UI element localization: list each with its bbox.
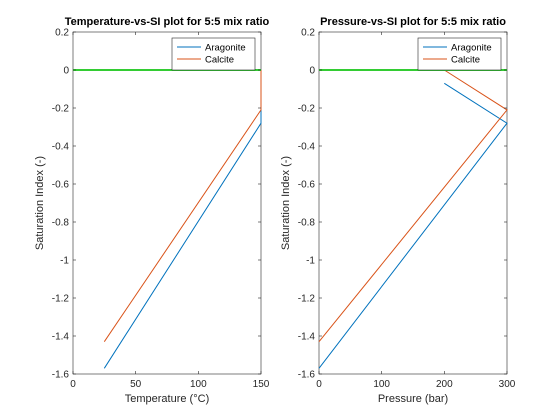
x-tick-label: 50 <box>130 379 142 390</box>
y-tick-label: -0.4 <box>52 142 70 153</box>
y-tick-label: -1.4 <box>298 332 316 343</box>
legend-label-calcite: Calcite <box>451 55 480 66</box>
x-tick-label: 200 <box>436 379 453 390</box>
plot-area <box>318 31 508 375</box>
y-tick-label: -0.8 <box>298 218 316 229</box>
series-line-calcite <box>318 69 508 343</box>
x-tick-label: 0 <box>316 379 322 390</box>
x-tick-label: 100 <box>373 379 390 390</box>
y-tick-label: 0 <box>63 66 69 77</box>
x-tick-label: 100 <box>190 379 207 390</box>
chart-panel-2: 0 100 200 300 0.2 0 -0.2 -0.4 -0.6 -0.8 -1 -1.2 -1.4… <box>280 16 516 405</box>
series-line-calcite <box>103 70 262 342</box>
y-tick-label: 0.2 <box>301 28 315 39</box>
x-axis-label: Temperature (°C) <box>125 393 209 405</box>
x-tick-label: 300 <box>499 379 516 390</box>
y-tick-label: -1 <box>306 256 315 267</box>
x-axis-label: Pressure (bar) <box>378 393 448 405</box>
y-tick-label: -1.6 <box>298 370 316 381</box>
series-line-aragonite <box>318 82 508 369</box>
y-tick-label: -0.6 <box>52 180 70 191</box>
chart-title: Pressure-vs-SI plot for 5:5 mix ratio <box>320 16 506 28</box>
plot-area <box>72 31 262 375</box>
y-tick-label: 0 <box>309 66 315 77</box>
y-tick-label: -0.6 <box>298 180 316 191</box>
legend-label-aragonite: Aragonite <box>451 43 492 54</box>
y-tick-label: -1.6 <box>52 370 70 381</box>
y-tick-label: -1.4 <box>52 332 70 343</box>
legend-box <box>417 37 502 71</box>
y-tick-label: -0.2 <box>298 104 316 115</box>
legend-label-calcite: Calcite <box>205 55 234 66</box>
x-tick-label: 0 <box>70 379 76 390</box>
y-tick-label: -0.8 <box>52 218 70 229</box>
legend-label-aragonite: Aragonite <box>205 43 246 54</box>
y-tick-label: -0.2 <box>52 104 70 115</box>
chart-panel-1: 0 50 100 150 0.2 0 -0.2 -0.4 -0.6 -0.8 -1 -1.2 -1.4 -… <box>34 16 270 405</box>
y-axis-label: Saturation Index (-) <box>280 156 292 250</box>
y-tick-label: -1.2 <box>52 294 70 305</box>
y-tick-label: -1 <box>60 256 69 267</box>
x-tick-label: 150 <box>253 379 270 390</box>
y-tick-label: 0.2 <box>55 28 69 39</box>
y-tick-label: -0.4 <box>298 142 316 153</box>
y-tick-label: -1.2 <box>298 294 316 305</box>
y-axis-label: Saturation Index (-) <box>34 156 46 250</box>
legend-box <box>171 37 256 71</box>
chart-title: Temperature-vs-SI plot for 5:5 mix ratio <box>65 16 270 28</box>
